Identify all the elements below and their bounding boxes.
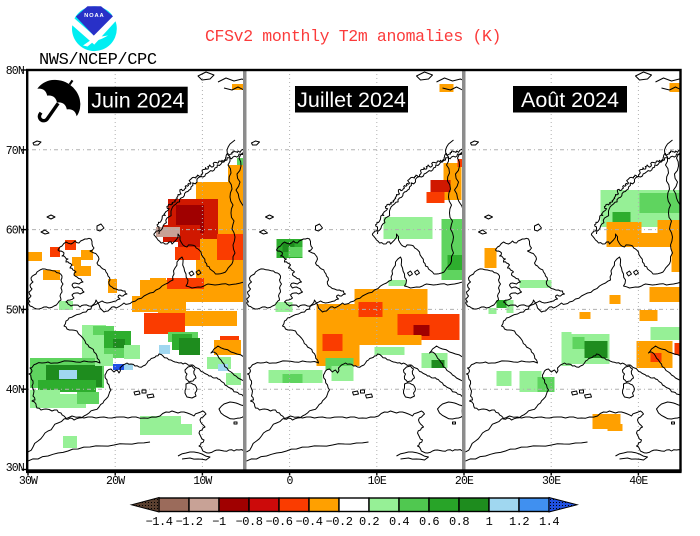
svg-text:1.4: 1.4	[539, 515, 559, 529]
svg-text:−1.2: −1.2	[176, 515, 203, 529]
svg-text:0.6: 0.6	[419, 515, 439, 529]
svg-text:30E: 30E	[542, 475, 561, 488]
svg-text:20E: 20E	[455, 475, 474, 488]
svg-text:−0.4: −0.4	[296, 515, 323, 529]
svg-text:10E: 10E	[368, 475, 387, 488]
svg-text:Août 2024: Août 2024	[521, 88, 619, 112]
svg-text:0.2: 0.2	[359, 515, 379, 529]
svg-text:50N: 50N	[6, 304, 24, 317]
svg-text:30N: 30N	[6, 462, 24, 475]
svg-text:−0.6: −0.6	[266, 515, 293, 529]
svg-text:CFSv2 monthly T2m anomalies (K: CFSv2 monthly T2m anomalies (K)	[205, 27, 501, 46]
svg-text:Juillet 2024: Juillet 2024	[297, 88, 406, 112]
svg-text:0.4: 0.4	[389, 515, 409, 529]
svg-text:30W: 30W	[19, 475, 38, 488]
svg-text:−1: −1	[212, 515, 226, 529]
svg-text:20W: 20W	[106, 475, 125, 488]
svg-text:60N: 60N	[6, 225, 24, 238]
svg-text:40N: 40N	[6, 384, 24, 397]
svg-text:80N: 80N	[6, 65, 24, 78]
svg-text:0.8: 0.8	[449, 515, 469, 529]
svg-text:−1.4: −1.4	[146, 515, 173, 529]
svg-text:−0.8: −0.8	[236, 515, 263, 529]
svg-text:70N: 70N	[6, 145, 24, 158]
svg-text:1: 1	[486, 515, 493, 529]
svg-text:NWS/NCEP/CPC: NWS/NCEP/CPC	[39, 51, 157, 70]
svg-text:−0.2: −0.2	[326, 515, 353, 529]
svg-text:0: 0	[287, 475, 294, 488]
svg-text:NOAA: NOAA	[84, 13, 104, 19]
svg-text:Juin 2024: Juin 2024	[91, 89, 184, 113]
svg-text:40E: 40E	[629, 475, 648, 488]
svg-text:10W: 10W	[193, 475, 212, 488]
svg-text:1.2: 1.2	[509, 515, 529, 529]
